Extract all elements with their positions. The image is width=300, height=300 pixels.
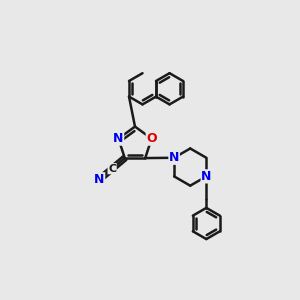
Text: N: N xyxy=(201,170,211,183)
Text: O: O xyxy=(146,132,157,145)
Text: N: N xyxy=(94,173,105,186)
Text: N: N xyxy=(113,132,124,145)
Text: N: N xyxy=(169,151,179,164)
Text: C: C xyxy=(108,164,116,174)
